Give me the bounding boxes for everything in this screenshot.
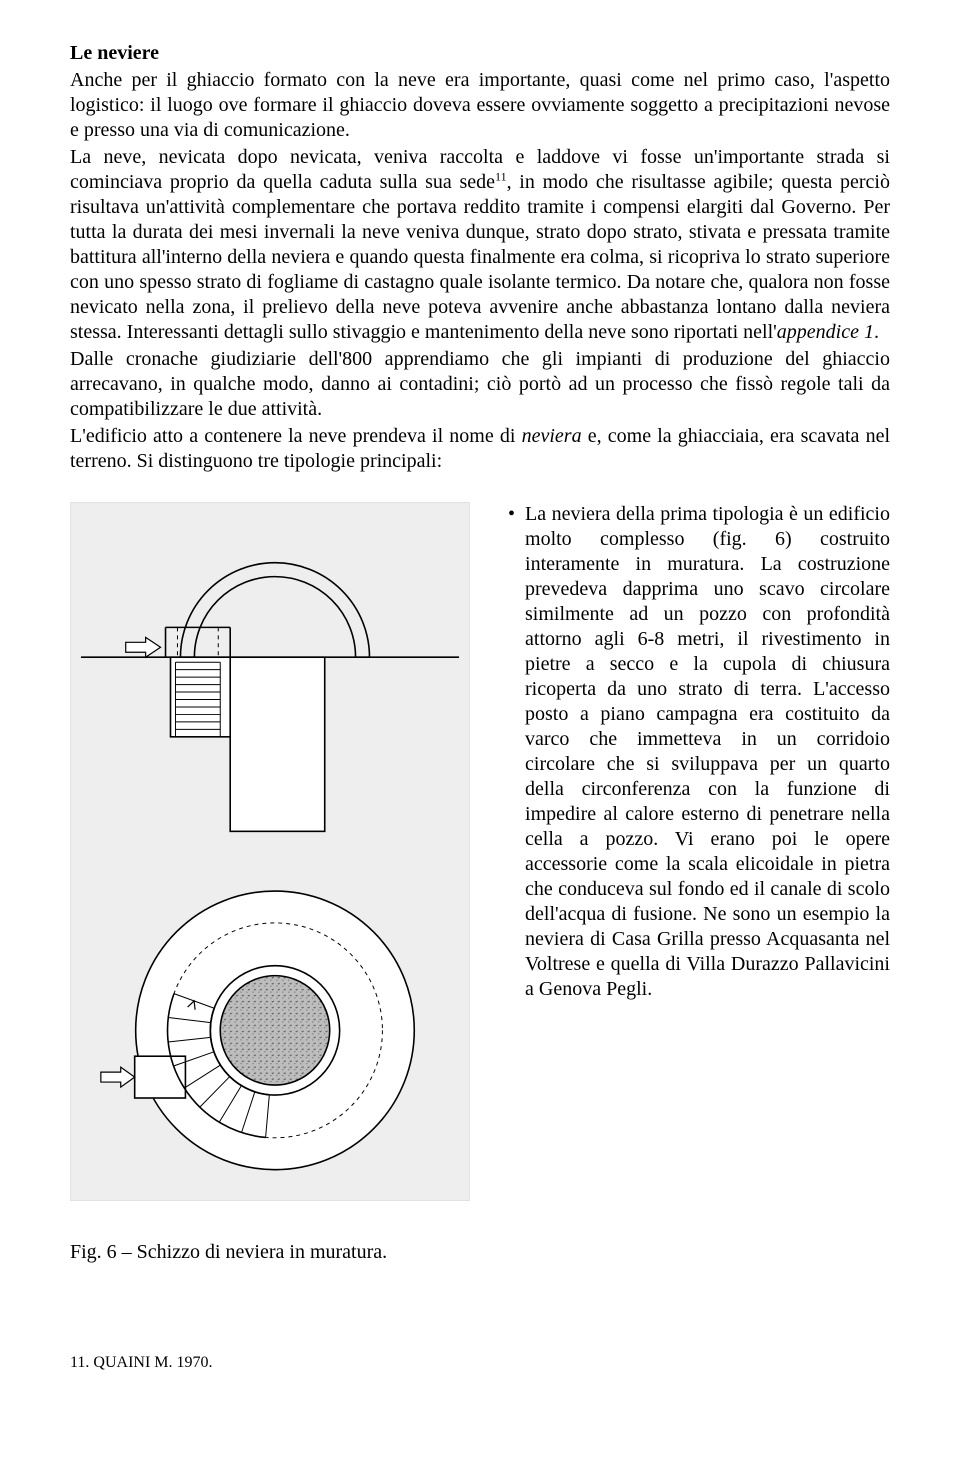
paragraph-2c: . (874, 321, 879, 343)
appendix-ref: appendice 1 (777, 321, 874, 343)
figure-6 (70, 502, 470, 1201)
footnote-11: 11. QUAINI M. 1970. (70, 1354, 890, 1372)
paragraph-4: L'edificio atto a contenere la neve pren… (70, 424, 890, 474)
bullet-item-1: • La neviera della prima tipologia è un … (500, 502, 890, 1002)
section-title: Le neviere (70, 40, 890, 66)
paragraph-1: Anche per il ghiaccio formato con la nev… (70, 68, 890, 143)
figure-6-svg (71, 503, 469, 1200)
paragraph-2b: , in modo che risultasse agibile; questa… (70, 171, 890, 343)
paragraph-4a: L'edificio atto a contenere la neve pren… (70, 425, 522, 447)
bullet-text-1: La neviera della prima tipologia è un ed… (525, 502, 890, 1002)
figure-caption: Fig. 6 – Schizzo di neviera in muratura. (70, 1241, 890, 1264)
neviera-term: neviera (522, 425, 582, 447)
footnote-ref-11: 11 (495, 169, 507, 183)
bullet-marker: • (500, 502, 525, 527)
paragraph-3: Dalle cronache giudiziarie dell'800 appr… (70, 347, 890, 422)
paragraph-2: La neve, nevicata dopo nevicata, veniva … (70, 145, 890, 345)
